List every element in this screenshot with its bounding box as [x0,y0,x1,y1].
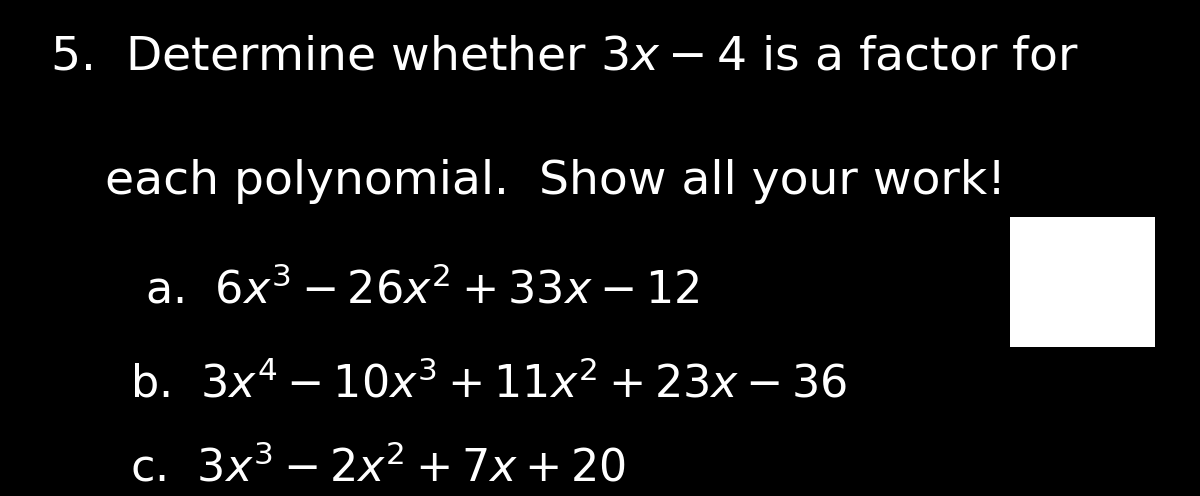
Bar [1010,217,1154,347]
Text: 5.  Determine whether $3x - 4$ is a factor for: 5. Determine whether $3x - 4$ is a facto… [50,35,1079,80]
Text: b.  $3x^4 - 10x^3 + 11x^2 + 23x - 36$: b. $3x^4 - 10x^3 + 11x^2 + 23x - 36$ [130,362,847,407]
Text: each polynomial.  Show all your work!: each polynomial. Show all your work! [106,159,1006,204]
Text: a.  $6x^3 - 26x^2 + 33x - 12$: a. $6x^3 - 26x^2 + 33x - 12$ [145,268,700,312]
Text: c.  $3x^3 - 2x^2 + 7x + 20$: c. $3x^3 - 2x^2 + 7x + 20$ [130,446,626,491]
